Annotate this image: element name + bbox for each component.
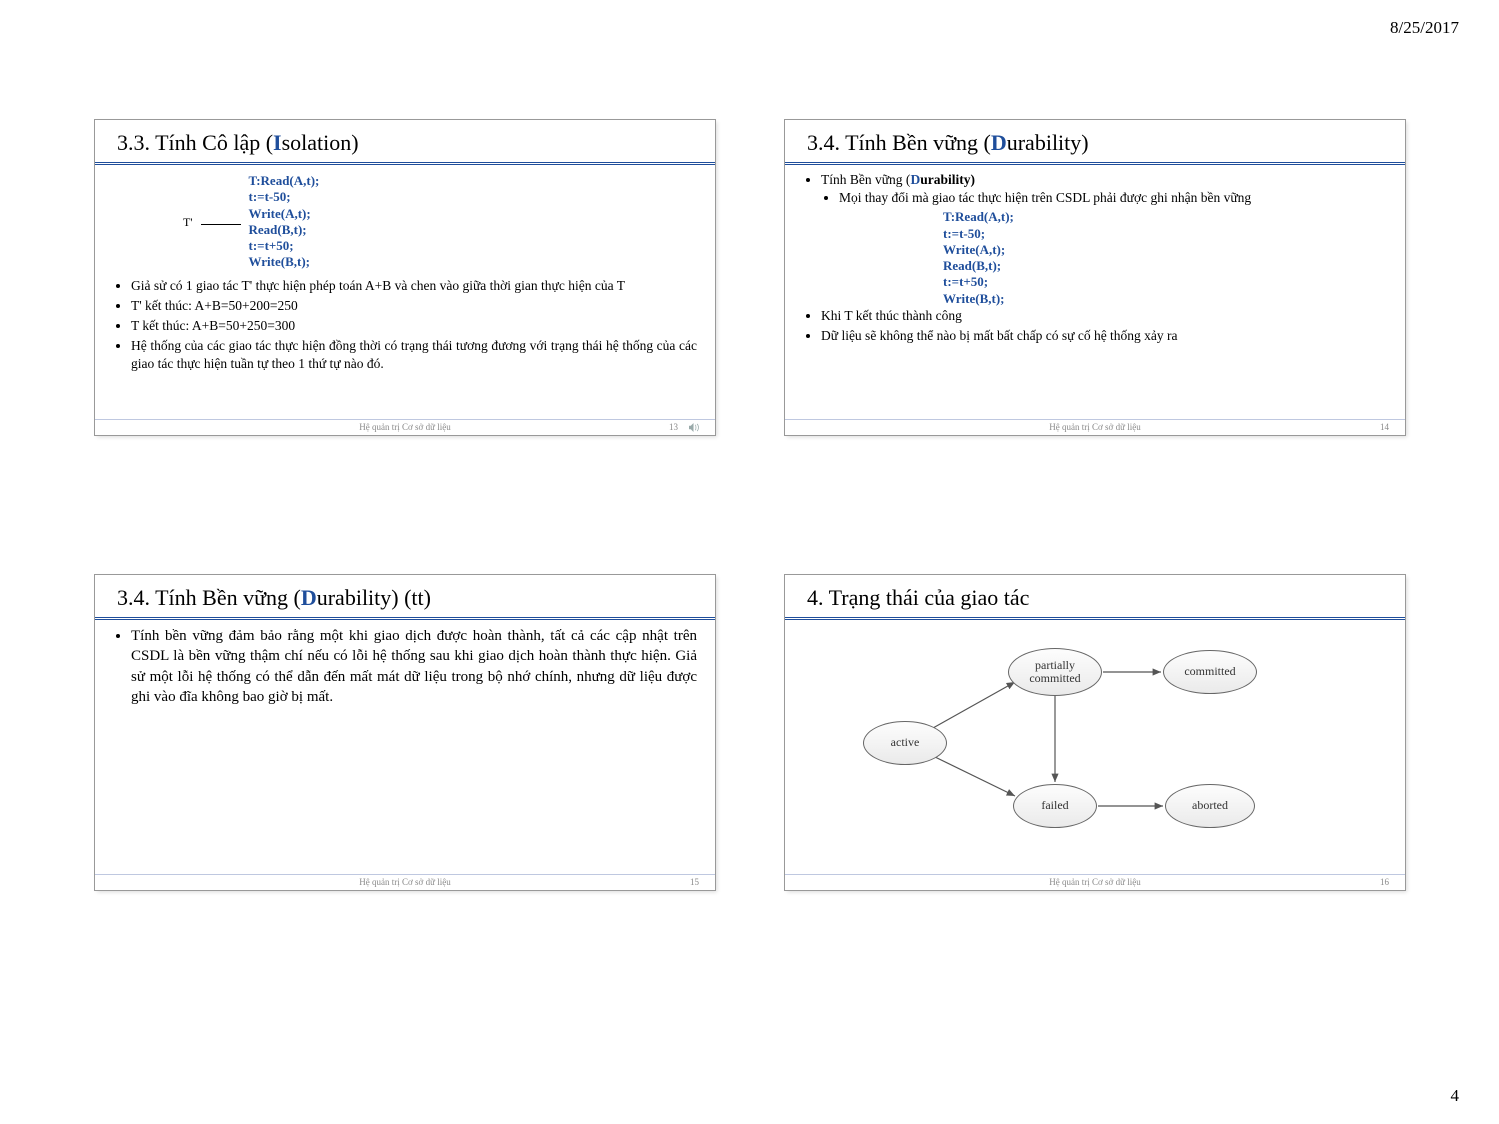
h-post: urability) <box>920 172 975 187</box>
slide-15: 3.4. Tính Bền vững (Durability) (tt) Tín… <box>95 575 715 890</box>
slide-title: 3.4. Tính Bền vững (Durability) <box>785 120 1405 165</box>
slide-number: 14 <box>1380 422 1389 432</box>
title-post: urability) (tt) <box>317 585 431 610</box>
title-pre: 3.3. Tính Cô lập ( <box>117 130 273 155</box>
h-em: D <box>910 172 920 187</box>
footer-text: Hệ quản trị Cơ sở dữ liệu <box>1049 422 1140 432</box>
slide-footer: Hệ quản trị Cơ sở dữ liệu 14 <box>785 419 1405 435</box>
paragraph: Tính bền vững đảm bảo rằng một khi giao … <box>131 626 697 707</box>
slide-footer: Hệ quản trị Cơ sở dữ liệu 16 <box>785 874 1405 890</box>
slide-body: Tính Bền vững (Durability) Mọi thay đổi … <box>785 165 1405 419</box>
state-node-aborted: aborted <box>1165 784 1255 828</box>
code-block: T:Read(A,t); t:=t-50; Write(A,t); Read(B… <box>249 173 320 271</box>
title-pre: 3.4. Tính Bền vững ( <box>807 130 991 155</box>
state-diagram: active partiallycommitted committed failed a… <box>803 626 1387 856</box>
slide-16: 4. Trạng thái của giao tác active partial… <box>785 575 1405 890</box>
title-em: D <box>301 585 317 610</box>
slide-title: 3.4. Tính Bền vững (Durability) (tt) <box>95 575 715 620</box>
slide-body: T' T:Read(A,t); t:=t-50; Write(A,t); Rea… <box>95 165 715 419</box>
bullet: Hệ thống của các giao tác thực hiện đồng… <box>131 337 697 373</box>
footer-text: Hệ quản trị Cơ sở dữ liệu <box>359 422 450 432</box>
slide-footer: Hệ quản trị Cơ sở dữ liệu 13 <box>95 419 715 435</box>
bullet-heading: Tính Bền vững (Durability) Mọi thay đổi … <box>821 171 1387 207</box>
slide-footer: Hệ quản trị Cơ sở dữ liệu 15 <box>95 874 715 890</box>
page-number: 4 <box>1451 1086 1460 1106</box>
page-date: 8/25/2017 <box>1390 18 1459 38</box>
slide-body: Tính bền vững đảm bảo rằng một khi giao … <box>95 620 715 874</box>
footer-text: Hệ quản trị Cơ sở dữ liệu <box>359 877 450 887</box>
code-row: T' T:Read(A,t); t:=t-50; Write(A,t); Rea… <box>183 173 697 271</box>
slide-body: active partiallycommitted committed failed a… <box>785 620 1405 874</box>
state-node-active: active <box>863 721 947 765</box>
title-em: D <box>991 130 1007 155</box>
slide-title: 3.3. Tính Cô lập (Isolation) <box>95 120 715 165</box>
title-pre: 3.4. Tính Bền vững ( <box>117 585 301 610</box>
code-block: T:Read(A,t); t:=t-50; Write(A,t); Read(B… <box>943 209 1387 307</box>
slide-title: 4. Trạng thái của giao tác <box>785 575 1405 620</box>
title-post: urability) <box>1007 130 1089 155</box>
bullet: Dữ liệu sẽ không thể nào bị mất bất chấp… <box>821 327 1387 345</box>
footer-text: Hệ quản trị Cơ sở dữ liệu <box>1049 877 1140 887</box>
state-node-failed: failed <box>1013 784 1097 828</box>
speaker-icon <box>688 423 699 432</box>
bullet: Khi T kết thúc thành công <box>821 307 1387 325</box>
edge-active-partial <box>933 682 1015 728</box>
slide-number: 15 <box>690 877 699 887</box>
bullet: Giả sử có 1 giao tác T' thực hiện phép t… <box>131 277 697 295</box>
state-node-committed: committed <box>1163 650 1257 694</box>
title-post: solation) <box>282 130 359 155</box>
bullet: T kết thúc: A+B=50+250=300 <box>131 317 697 335</box>
sub-bullet: Mọi thay đổi mà giao tác thực hiện trên … <box>839 189 1387 207</box>
slide-14: 3.4. Tính Bền vững (Durability) Tính Bền… <box>785 120 1405 435</box>
h-pre: Tính Bền vững ( <box>821 172 910 187</box>
slide-13: 3.3. Tính Cô lập (Isolation) T' T:Read(A… <box>95 120 715 435</box>
slides-grid: 3.3. Tính Cô lập (Isolation) T' T:Read(A… <box>95 120 1405 890</box>
bullet: T' kết thúc: A+B=50+200=250 <box>131 297 697 315</box>
tprime-line <box>201 218 241 225</box>
edge-active-failed <box>933 756 1015 796</box>
title-em: I <box>273 130 282 155</box>
slide-number: 13 <box>669 422 678 432</box>
tprime-label: T' <box>183 214 193 230</box>
slide-number: 16 <box>1380 877 1389 887</box>
state-node-partial: partiallycommitted <box>1008 648 1102 696</box>
